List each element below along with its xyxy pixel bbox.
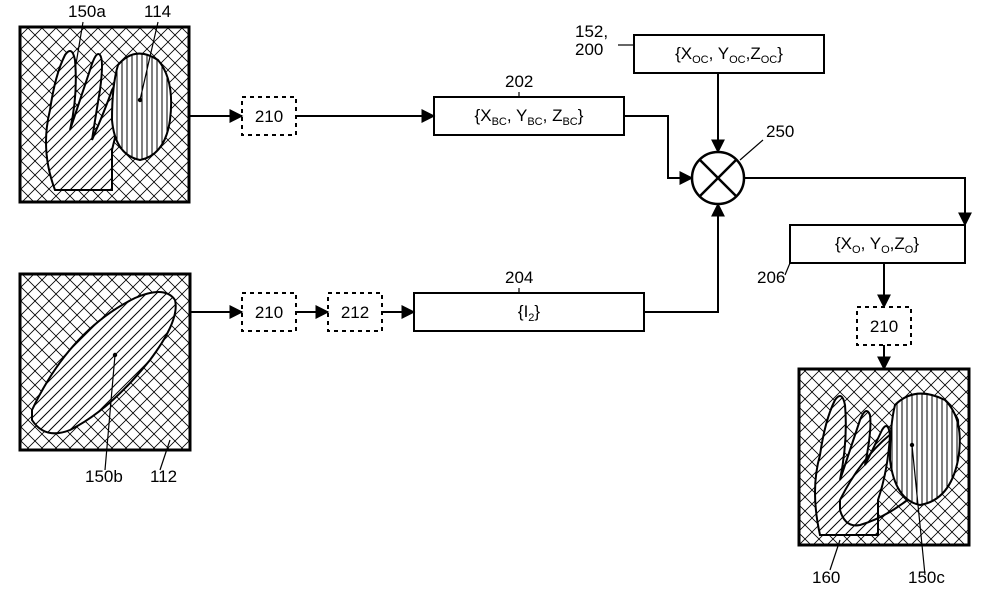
- box-210-right: 210: [857, 307, 911, 345]
- input-image-1: [20, 27, 189, 202]
- box-210-mid: 210: [242, 293, 296, 331]
- ref-206: 206: [757, 268, 785, 288]
- ref-250: 250: [766, 122, 794, 142]
- ref-204: 204: [505, 268, 533, 288]
- box-210-top: 210: [242, 97, 296, 135]
- ref-150b: 150b: [85, 467, 123, 487]
- box-210-mid-label: 210: [255, 303, 283, 322]
- output-image: [799, 369, 969, 545]
- box-210-right-label: 210: [870, 317, 898, 336]
- box-bc: {XBC, YBC, ZBC}: [434, 97, 624, 135]
- ref-114: 114: [144, 2, 171, 22]
- ref-202: 202: [505, 72, 533, 92]
- ref-112: 112: [150, 467, 177, 487]
- combiner-node: [692, 152, 744, 204]
- box-212-label: 212: [341, 303, 369, 322]
- flow-diagram: 210 210 212 210 {XBC, YBC, ZBC} {I2} {XO…: [0, 0, 1000, 603]
- input-image-2: [20, 274, 190, 450]
- ref-150c: 150c: [908, 568, 945, 588]
- box-o: {XO, YO,ZO}: [790, 225, 965, 263]
- box-210-top-label: 210: [255, 107, 283, 126]
- ref-152-200-a: 152,: [575, 22, 608, 42]
- box-oc: {XOC, YOC,ZOC}: [634, 35, 824, 73]
- box-i2: {I2}: [414, 293, 644, 331]
- ref-152-200-b: 200: [575, 40, 603, 60]
- ref-150a: 150a: [68, 2, 106, 22]
- ref-160: 160: [812, 568, 840, 588]
- box-212: 212: [328, 293, 382, 331]
